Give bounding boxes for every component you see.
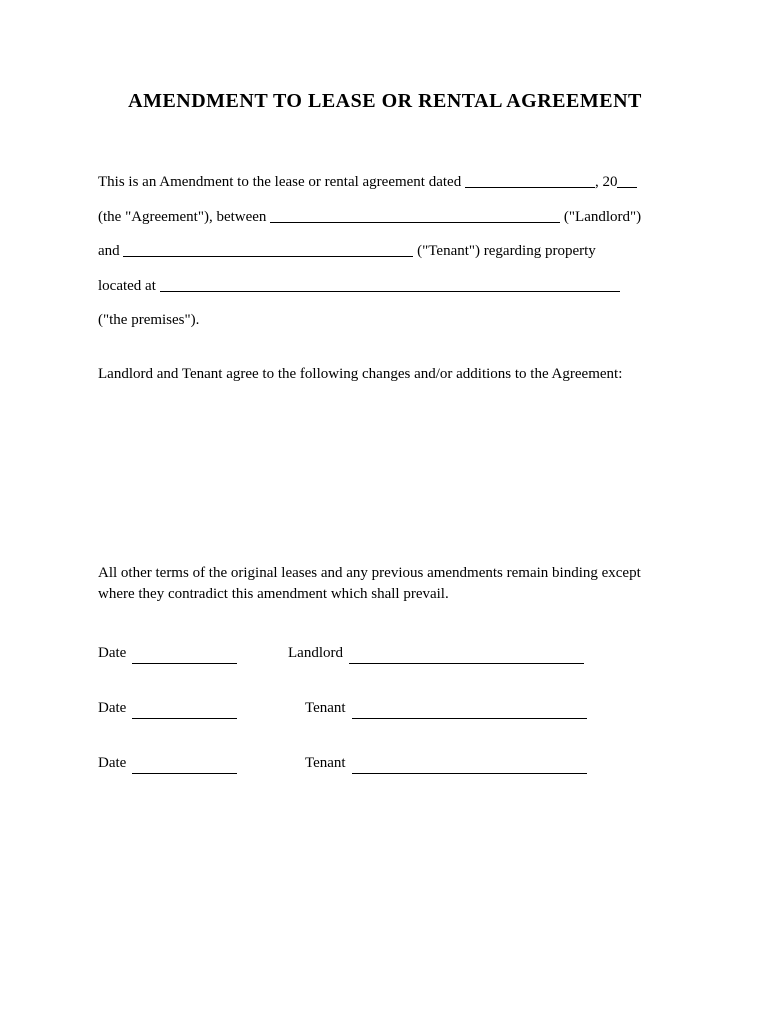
changes-intro: Landlord and Tenant agree to the followi… bbox=[98, 366, 672, 383]
blank-sig-landlord[interactable] bbox=[349, 649, 584, 664]
blank-date[interactable] bbox=[465, 173, 595, 188]
intro-line2-pre: (the "Agreement"), between bbox=[98, 209, 270, 225]
blank-tenant-name[interactable] bbox=[123, 242, 413, 257]
blank-sig-date-3[interactable] bbox=[132, 759, 237, 774]
other-terms: All other terms of the original leases a… bbox=[98, 563, 672, 605]
blank-sig-tenant-1[interactable] bbox=[352, 704, 587, 719]
intro-paragraph: This is an Amendment to the lease or ren… bbox=[98, 165, 672, 338]
blank-sig-tenant-2[interactable] bbox=[352, 759, 587, 774]
intro-line2-post: ("Landlord") bbox=[560, 209, 641, 225]
tenant-label: Tenant bbox=[305, 755, 346, 772]
blank-address[interactable] bbox=[160, 277, 620, 292]
blank-sig-date-2[interactable] bbox=[132, 704, 237, 719]
blank-landlord-name[interactable] bbox=[270, 208, 560, 223]
intro-line3-pre: and bbox=[98, 243, 123, 259]
document-title: AMENDMENT TO LEASE OR RENTAL AGREEMENT bbox=[98, 90, 672, 113]
date-label: Date bbox=[98, 700, 126, 717]
intro-line1-post1: , 20 bbox=[595, 174, 618, 190]
tenant-label: Tenant bbox=[305, 700, 346, 717]
blank-sig-date-1[interactable] bbox=[132, 649, 237, 664]
intro-line5: ("the premises"). bbox=[98, 312, 199, 328]
date-label: Date bbox=[98, 755, 126, 772]
landlord-label: Landlord bbox=[288, 645, 343, 662]
signature-row-landlord: Date Landlord bbox=[98, 645, 672, 662]
intro-line4-pre: located at bbox=[98, 278, 160, 294]
date-label: Date bbox=[98, 645, 126, 662]
intro-line1-pre: This is an Amendment to the lease or ren… bbox=[98, 174, 465, 190]
intro-line3-post: ("Tenant") regarding property bbox=[413, 243, 595, 259]
signature-row-tenant-1: Date Tenant bbox=[98, 700, 672, 717]
signature-row-tenant-2: Date Tenant bbox=[98, 755, 672, 772]
blank-year[interactable] bbox=[617, 173, 637, 188]
